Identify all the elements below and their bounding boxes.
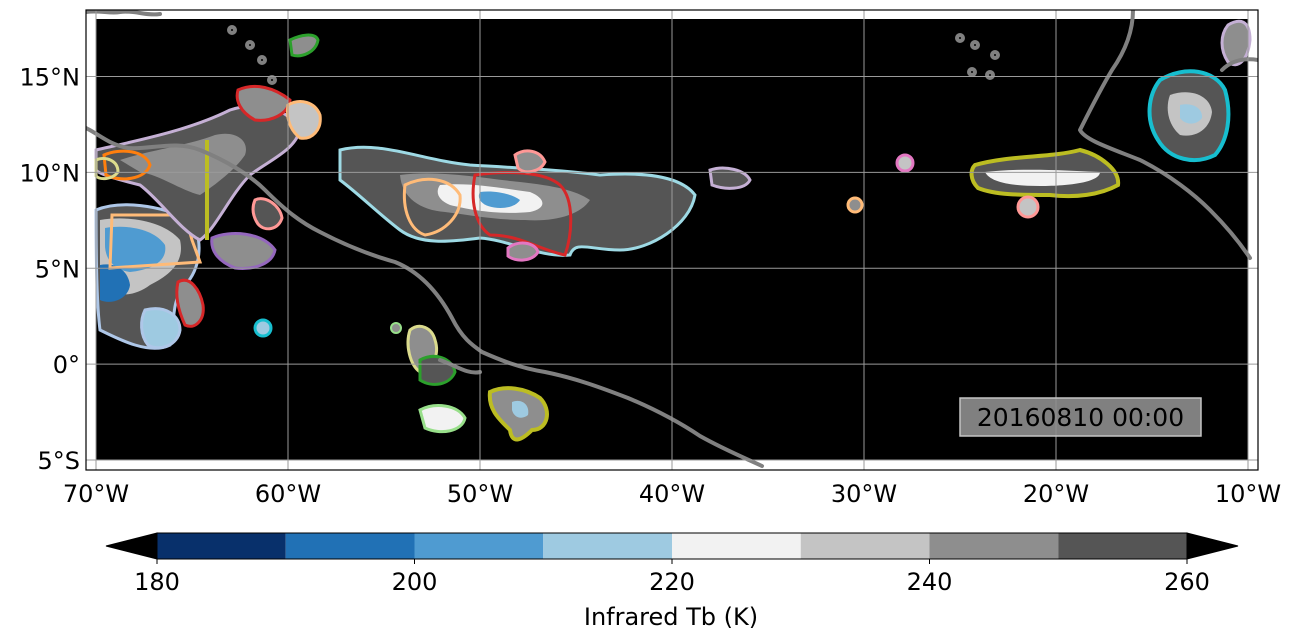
cloud-systems — [94, 19, 1252, 442]
colorbar-tick-label: 220 — [649, 568, 695, 596]
cloud-outline-green-nw — [288, 33, 320, 58]
y-tick-label: 5°N — [35, 255, 80, 283]
island-cape-verde-4 — [967, 67, 977, 77]
y-tick-label: 10°N — [20, 159, 81, 187]
island-antilles-2 — [257, 55, 267, 65]
cloud-small-green-south — [390, 322, 402, 334]
cloud-cluster-south-c-inner — [512, 400, 529, 418]
coastline-caribbean — [86, 10, 162, 17]
map-frame-border — [85, 9, 1259, 471]
x-tick-label: 40°W — [639, 480, 705, 508]
cloud-outline-lav-east — [708, 166, 752, 190]
island-antilles-1 — [245, 40, 255, 50]
island-cape-verde-1 — [955, 33, 965, 43]
cloud-cluster-far-east-blue — [1180, 104, 1203, 124]
colorbar-bin — [157, 533, 286, 559]
cloud-outline-peach-nw — [286, 100, 322, 140]
x-tick-label: 50°W — [447, 480, 513, 508]
colorbar-bin — [1058, 533, 1187, 559]
cloud-cluster-south-b — [418, 404, 467, 434]
y-tick-labels: 15°N 10°N 5°N 0° 5°S — [20, 64, 81, 475]
cloud-cluster-south-green — [418, 355, 457, 386]
colorbar-tick-label: 180 — [134, 568, 180, 596]
cloud-cluster-west-c — [105, 226, 166, 272]
cloud-small-cyan — [253, 318, 273, 338]
cloud-band-east-light — [985, 169, 1100, 186]
x-tick-labels: 70°W 60°W 50°W 40°W 30°W 20°W 10°W — [63, 480, 1281, 508]
island-cape-verde-5 — [985, 70, 995, 80]
cloud-outline-pink-w — [251, 197, 284, 231]
x-tick-label: 60°W — [255, 480, 321, 508]
coastline-south-america — [86, 126, 764, 468]
coastline-africa-top — [1220, 57, 1258, 72]
cloud-outline-peach-central — [402, 177, 462, 237]
cloud-outline-orange-w — [102, 149, 152, 181]
y-tick-label: 15°N — [20, 64, 81, 92]
map-panel — [85, 9, 1259, 471]
colorbar-ticks: 180 200 220 240 260 — [134, 559, 1210, 596]
coastlines — [86, 10, 1258, 468]
y-tick-label: 5°S — [37, 447, 80, 475]
colorbar-tick-label: 200 — [392, 568, 438, 596]
cloud-outline-pink-central — [513, 149, 547, 174]
coastline-africa — [1078, 10, 1252, 260]
cloud-cluster-west-d — [100, 264, 130, 302]
timestamp-box — [959, 397, 1202, 437]
colorbar-tick-label: 260 — [1164, 568, 1210, 596]
cloud-outline-red-west — [175, 278, 205, 328]
colorbar-bin — [929, 533, 1059, 559]
colorbar-bin — [285, 533, 415, 559]
cloud-outline-purple-w — [210, 232, 277, 270]
colorbar-bins — [157, 533, 1187, 559]
island-cape-verde-3 — [990, 50, 1000, 60]
colorbar-bin — [414, 533, 544, 559]
colorbar: 180 200 220 240 260 Infrared Tb (K) — [105, 532, 1239, 631]
cloud-cluster-west-e — [140, 307, 182, 350]
x-tick-label: 70°W — [63, 480, 129, 508]
cloud-band-central-blue — [478, 191, 520, 208]
cloud-small-orange-30w — [846, 196, 864, 214]
colorbar-tick-label: 240 — [907, 568, 953, 596]
y-tick-label: 0° — [53, 351, 80, 379]
x-tick-label: 10°W — [1215, 480, 1281, 508]
map-content — [86, 10, 1258, 470]
island-antilles-4 — [227, 25, 237, 35]
cloud-outline-magenta-central — [506, 241, 540, 262]
colorbar-label: Infrared Tb (K) — [584, 603, 758, 631]
colorbar-bin — [672, 533, 801, 559]
cloud-small-pink-28w — [895, 153, 915, 173]
colorbar-under-arrow — [105, 532, 158, 560]
coastline-amazon-delta — [438, 358, 482, 375]
cloud-band-nw-inner — [120, 133, 246, 195]
cloud-small-salmon-east — [1016, 195, 1040, 219]
island-cape-verde-2 — [970, 40, 980, 50]
cloud-outline-red-nw — [235, 84, 292, 122]
x-tick-label: 20°W — [1023, 480, 1089, 508]
colorbar-bin — [543, 533, 672, 559]
colorbar-over-arrow — [1186, 532, 1239, 560]
timestamp-text: 20160810 00:00 — [977, 403, 1184, 432]
colorbar-bin — [800, 533, 930, 559]
gridlines — [86, 10, 1258, 470]
timestamp-stamp: 20160810 00:00 — [959, 397, 1202, 437]
x-tick-label: 30°W — [831, 480, 897, 508]
